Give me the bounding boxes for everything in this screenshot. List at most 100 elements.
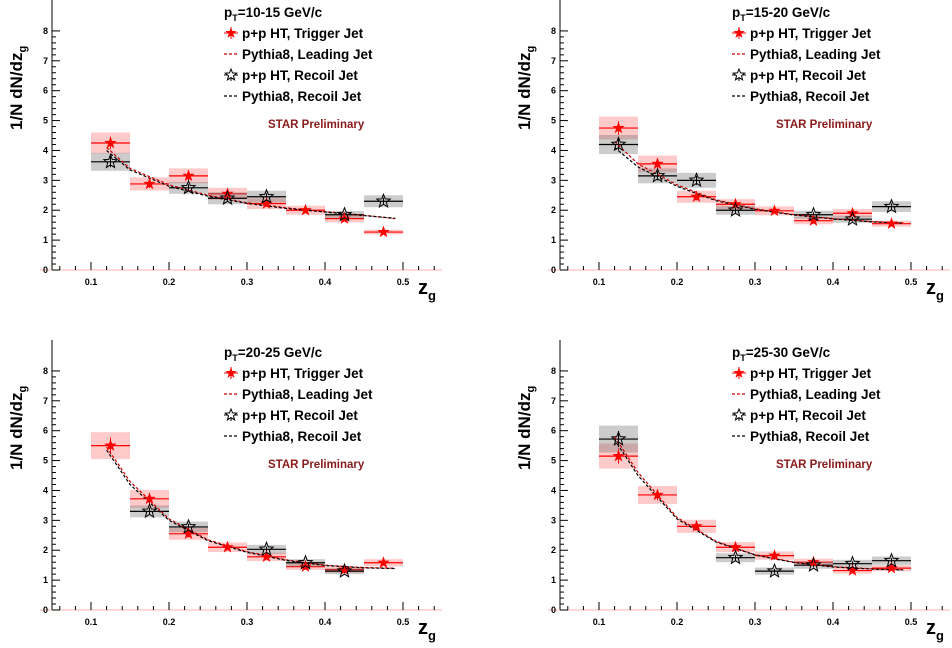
data-point-recoil (297, 554, 314, 570)
data-point-recoil (688, 171, 705, 188)
y-tick-label: 6 (551, 86, 556, 96)
y-tick-label: 3 (551, 515, 556, 525)
legend-star-open (731, 67, 747, 81)
x-tick-label: 0.4 (319, 277, 332, 287)
data-point-trigger (260, 197, 273, 209)
data-point-trigger (612, 449, 625, 462)
data-point-recoil (727, 549, 744, 565)
data-point-recoil (336, 206, 353, 222)
x-tick-label: 0.5 (397, 617, 410, 627)
chart-panel-3: 0 1 2 3 4 5 6 7 8 0.1 0.2 0.3 0.4 0.5 zg 1/N dN/dzg pT=2… (7, 340, 442, 643)
y-tick-label: 3 (43, 515, 48, 525)
star-preliminary-label: STAR Preliminary (776, 459, 873, 471)
pt-bin-title-sub: T (232, 13, 238, 23)
y-tick-label: 4 (43, 145, 48, 155)
y-tick-label: 5 (551, 456, 556, 466)
pt-bin-title-range: =15-20 GeV/c (746, 5, 831, 20)
x-axis-title-sub: g (428, 288, 436, 303)
chart-panel-2: 0 1 2 3 4 5 6 7 8 0.1 0.2 0.3 0.4 0.5 zg 1/N dN/dzg pT=1… (515, 0, 950, 303)
data-point-trigger (807, 214, 820, 226)
data-point-trigger (377, 556, 390, 569)
pt-bin-title: pT=20-25 GeV/c (224, 345, 323, 363)
data-point-trigger (221, 540, 234, 553)
legend-label: p+p HT, Recoil Jet (242, 68, 358, 83)
legend-label: Pythia8, Leading Jet (242, 47, 373, 62)
legend-label: p+p HT, Trigger Jet (750, 366, 872, 381)
y-tick-label: 6 (551, 426, 556, 436)
pt-bin-title-sub: T (740, 353, 746, 363)
y-tick-label: 8 (43, 366, 48, 376)
pythia-curve-1 (614, 436, 904, 571)
data-point-recoil (258, 188, 275, 204)
pt-bin-title-sub: T (740, 13, 746, 23)
y-tick-label: 7 (43, 396, 48, 406)
y-tick-label: 8 (551, 26, 556, 36)
y-axis-title-sub: g (17, 46, 29, 53)
data-point-recoil (805, 206, 822, 222)
pythia-curve-2 (614, 439, 904, 571)
data-point-recoil (219, 189, 236, 206)
data-point-trigger (690, 519, 703, 532)
data-point-trigger (651, 488, 664, 501)
legend-star-filled (733, 367, 745, 378)
data-point-recoil (610, 136, 627, 152)
y-tick-label: 4 (43, 485, 48, 495)
x-tick-label: 0.5 (905, 617, 918, 627)
legend-label: p+p HT, Recoil Jet (242, 408, 358, 423)
y-tick-label: 4 (551, 145, 556, 155)
data-point-trigger (182, 527, 195, 540)
y-tick-label: 4 (551, 485, 556, 495)
data-point-trigger (690, 190, 703, 203)
pythia-curve-1 (106, 446, 396, 569)
y-axis-title: 1/N dN/dzg (515, 386, 537, 470)
data-point-trigger (768, 204, 781, 217)
x-axis-title-sub: g (428, 628, 436, 643)
pt-bin-title-sub: T (232, 353, 238, 363)
y-tick-label: 5 (551, 116, 556, 126)
y-axis-title-sub: g (17, 386, 29, 393)
data-point-trigger (885, 217, 898, 229)
data-point-recoil (610, 430, 627, 446)
data-point-recoil (258, 540, 275, 557)
data-point-recoil (649, 167, 666, 183)
x-tick-label: 0.4 (827, 277, 840, 287)
x-tick-label: 0.1 (593, 277, 606, 287)
pt-bin-title: pT=15-20 GeV/c (732, 5, 831, 23)
legend-label: Pythia8, Recoil Jet (750, 429, 870, 444)
x-tick-label: 0.2 (671, 277, 684, 287)
data-point-trigger (846, 564, 859, 576)
star-preliminary-label: STAR Preliminary (268, 119, 365, 131)
y-axis-title: 1/N dN/dzg (515, 46, 537, 130)
legend-star-open (223, 407, 239, 421)
y-tick-label: 7 (551, 396, 556, 406)
legend-star-open (731, 407, 747, 421)
y-tick-label: 2 (551, 545, 556, 555)
x-tick-label: 0.4 (319, 617, 332, 627)
x-axis-title: zg (418, 617, 436, 643)
y-tick-label: 1 (43, 235, 48, 245)
star-preliminary-label: STAR Preliminary (268, 459, 365, 471)
data-point-trigger (377, 225, 390, 238)
y-axis-title-sub: g (525, 46, 537, 53)
legend-star-open (223, 67, 239, 81)
x-axis-title: zg (926, 277, 944, 303)
y-axis-title: 1/N dN/dzg (7, 46, 29, 130)
x-tick-label: 0.5 (905, 277, 918, 287)
x-tick-label: 0.2 (163, 617, 176, 627)
x-tick-label: 0.3 (241, 277, 254, 287)
legend-star-filled (225, 367, 237, 378)
pt-bin-title-range: =10-15 GeV/c (238, 5, 323, 20)
data-point-trigger (299, 203, 312, 216)
data-point-trigger (260, 550, 273, 563)
x-tick-label: 0.4 (827, 617, 840, 627)
y-tick-label: 1 (43, 575, 48, 585)
pythia-curve-1 (106, 147, 396, 220)
y-tick-label: 3 (43, 175, 48, 185)
y-tick-label: 1 (551, 575, 556, 585)
data-point-recoil (180, 518, 197, 534)
data-point-trigger (221, 187, 234, 200)
x-axis-title-sub: g (936, 288, 944, 303)
data-point-trigger (182, 169, 195, 182)
chart-panel-4: 0 1 2 3 4 5 6 7 8 0.1 0.2 0.3 0.4 0.5 zg 1/N dN/dzg pT=2… (515, 340, 950, 643)
x-axis-title-sub: g (936, 628, 944, 643)
